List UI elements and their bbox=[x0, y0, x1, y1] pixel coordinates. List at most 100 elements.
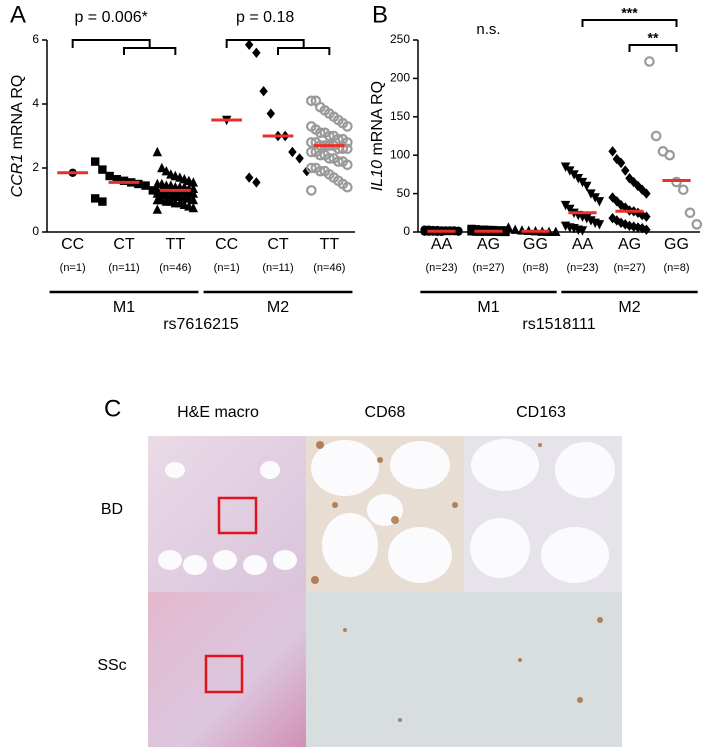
data-point bbox=[616, 217, 626, 228]
row-label: SSc bbox=[97, 657, 126, 674]
data-point bbox=[608, 212, 617, 224]
x-tick-label: CT bbox=[267, 236, 289, 253]
data-point bbox=[188, 183, 199, 193]
data-point bbox=[501, 227, 510, 237]
data-point bbox=[342, 181, 353, 193]
data-point bbox=[148, 186, 157, 195]
n-label: (n=11) bbox=[108, 262, 139, 274]
data-point bbox=[650, 130, 662, 142]
column-header: CD163 bbox=[516, 404, 566, 421]
y-tick-label: 100 bbox=[390, 147, 410, 161]
data-point bbox=[141, 181, 150, 190]
data-point bbox=[259, 86, 268, 97]
data-point bbox=[161, 166, 172, 176]
y-tick-label: 0 bbox=[403, 224, 410, 238]
data-point bbox=[684, 207, 696, 219]
n-label: (n=46) bbox=[159, 262, 191, 274]
group-note: n.s. bbox=[476, 21, 500, 38]
y-axis-label: CCR1 mRNA RQ bbox=[9, 75, 26, 198]
data-point bbox=[306, 146, 317, 158]
data-point bbox=[467, 227, 476, 236]
data-point bbox=[252, 47, 261, 58]
comparison-bracket bbox=[225, 39, 331, 55]
n-label: (n=1) bbox=[60, 262, 86, 274]
data-point bbox=[642, 224, 651, 235]
data-point bbox=[188, 202, 199, 213]
column-header: H&E macro bbox=[177, 404, 259, 421]
data-point bbox=[637, 222, 647, 234]
data-point bbox=[306, 185, 317, 196]
n-label: (n=8) bbox=[523, 262, 549, 274]
data-point bbox=[612, 153, 622, 165]
group-label: M2 bbox=[618, 299, 640, 316]
panel-label: A bbox=[10, 1, 26, 28]
he-ssc-image bbox=[148, 592, 306, 747]
comparison-label: *** bbox=[621, 5, 638, 21]
data-point bbox=[621, 165, 630, 176]
data-point bbox=[637, 184, 647, 195]
data-point bbox=[91, 157, 100, 166]
data-point bbox=[302, 166, 311, 177]
data-point bbox=[616, 199, 626, 211]
data-point bbox=[188, 177, 199, 187]
roi-box bbox=[204, 654, 244, 694]
x-axis-label: rs7616215 bbox=[163, 316, 239, 333]
data-point bbox=[454, 227, 463, 236]
data-point bbox=[594, 197, 605, 207]
comparison-bracket bbox=[71, 39, 177, 55]
n-label: (n=27) bbox=[472, 262, 504, 274]
y-tick-label: 50 bbox=[397, 186, 411, 200]
x-axis-label: rs1518111 bbox=[522, 316, 595, 333]
data-point bbox=[551, 226, 561, 237]
data-point bbox=[642, 188, 651, 199]
n-label: (n=23) bbox=[566, 262, 598, 274]
data-point bbox=[608, 146, 617, 157]
data-point bbox=[295, 153, 304, 164]
x-tick-label: AG bbox=[618, 236, 641, 253]
comparison-bracket bbox=[628, 44, 678, 52]
group-label: M2 bbox=[267, 299, 289, 316]
x-tick-label: GG bbox=[523, 236, 548, 253]
data-point bbox=[677, 184, 689, 196]
data-point bbox=[315, 165, 326, 177]
data-point bbox=[306, 137, 317, 148]
x-tick-label: TT bbox=[320, 236, 340, 253]
data-point bbox=[245, 39, 254, 50]
data-point bbox=[577, 226, 588, 236]
x-tick-label: TT bbox=[166, 236, 186, 253]
data-point bbox=[510, 224, 520, 234]
n-label: (n=27) bbox=[613, 262, 645, 274]
y-axis-unit: mRNA RQ bbox=[9, 75, 26, 150]
data-point bbox=[315, 149, 326, 161]
y-tick-label: 2 bbox=[32, 160, 39, 174]
data-point bbox=[245, 172, 254, 183]
data-point bbox=[503, 222, 514, 232]
data-point bbox=[342, 121, 353, 132]
data-point bbox=[629, 176, 638, 188]
y-tick-label: 200 bbox=[390, 71, 410, 85]
data-point bbox=[333, 156, 344, 167]
panel-label: C bbox=[104, 395, 121, 422]
data-point bbox=[112, 175, 121, 184]
n-label: (n=1) bbox=[214, 262, 240, 274]
data-point bbox=[691, 219, 703, 230]
y-tick-label: 4 bbox=[32, 96, 39, 110]
y-axis-gene: CCR1 bbox=[9, 154, 26, 198]
data-point bbox=[152, 204, 163, 214]
group-label: M1 bbox=[477, 299, 499, 316]
x-tick-label: AA bbox=[431, 236, 453, 253]
data-point bbox=[612, 196, 622, 207]
data-point bbox=[152, 146, 163, 157]
data-point bbox=[342, 143, 353, 155]
y-tick-label: 150 bbox=[390, 109, 410, 123]
data-point bbox=[633, 222, 643, 233]
column-header: CD68 bbox=[365, 404, 406, 421]
comparison-label: ** bbox=[648, 30, 659, 46]
n-label: (n=11) bbox=[262, 262, 293, 274]
stain-spots bbox=[311, 441, 603, 722]
data-point bbox=[252, 177, 261, 188]
y-tick-label: 0 bbox=[32, 224, 39, 238]
data-point bbox=[342, 159, 353, 171]
x-tick-label: CT bbox=[113, 236, 135, 253]
data-point bbox=[664, 149, 676, 161]
